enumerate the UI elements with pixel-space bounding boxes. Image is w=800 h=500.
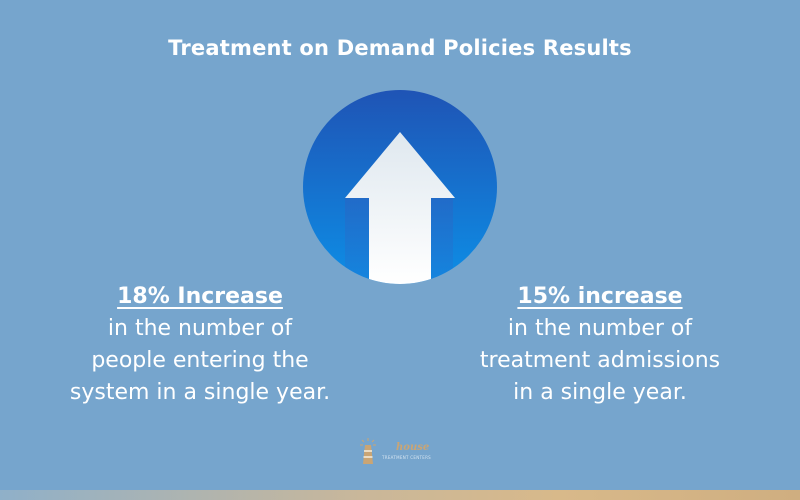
logo-tagline: TREATMENT CENTERS [382,455,432,460]
stat-line: in the number of [507,316,693,341]
page-title: Treatment on Demand Policies Results [168,36,632,60]
stat-headline: 18% Increase [117,284,283,309]
stat-headline: 15% increase [517,284,683,309]
stat-line: in a single year. [513,380,687,405]
stat-line: people entering the [91,348,309,373]
arrow-shape [345,132,455,284]
up-arrow-graphic [303,90,497,284]
stat-line: treatment admissions [479,348,721,373]
stat-block-left: 18% Increase in the number of people ent… [30,281,370,409]
bottom-band [0,490,800,500]
brand-logo: house TREATMENT CENTERS [358,434,448,468]
lighthouse-icon [360,438,376,464]
stat-line: in the number of [107,316,293,341]
stat-block-right: 15% increase in the number of treatment … [430,281,770,409]
logo-wordmark: house [396,442,430,453]
logo-text: house TREATMENT CENTERS [382,437,446,465]
stat-line: system in a single year. [69,380,331,405]
up-arrow-icon [303,90,497,284]
